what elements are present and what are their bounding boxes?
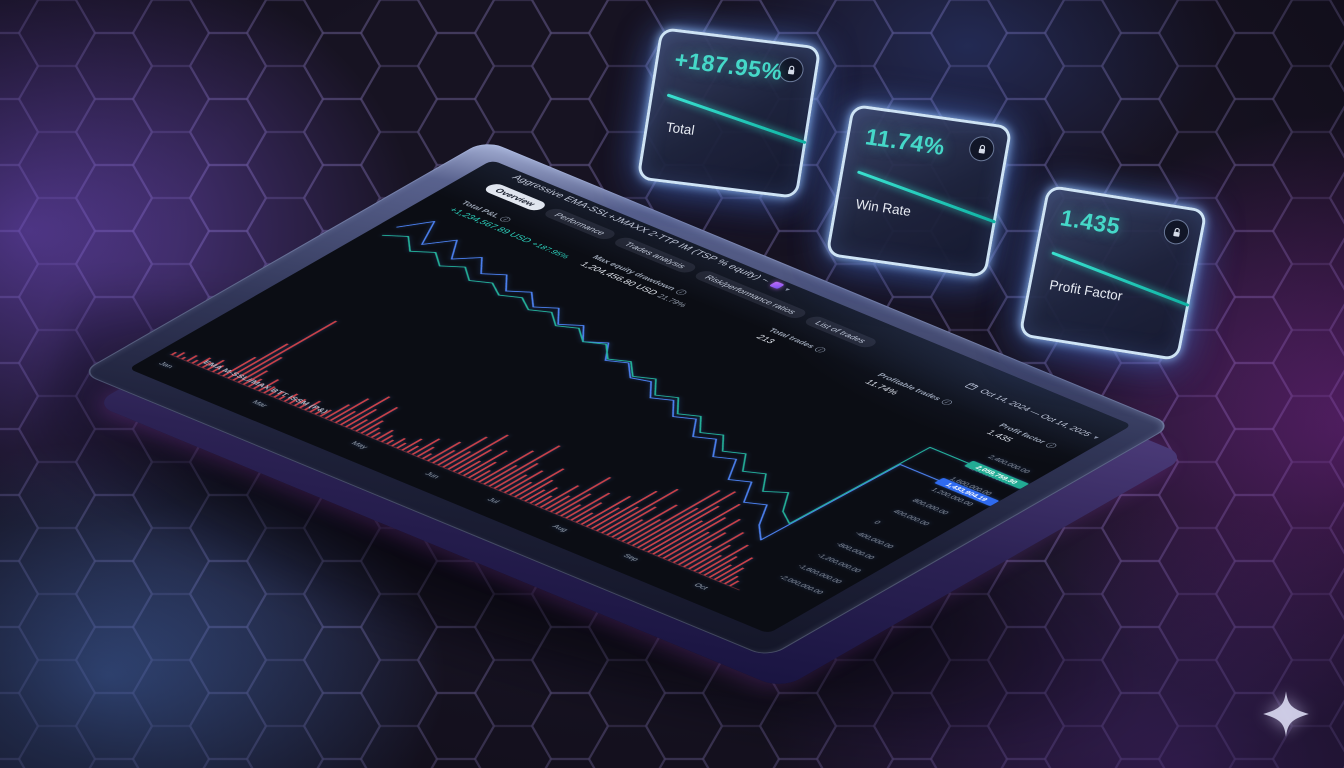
stat-card-win-rate: 11.74% Win Rate (825, 103, 1013, 279)
x-axis-label: Jul (485, 496, 502, 504)
y-axis-label: -2,000,000.00 (777, 574, 825, 595)
tablet-device: Aggressive EMA-SSL+JMAXX 2-TTP IM (TSP %… (79, 139, 1188, 690)
lock-icon (978, 144, 985, 154)
y-axis-label: 0 (872, 520, 883, 525)
y-axis-label: -1,200,000.00 (815, 553, 863, 574)
y-axis-label: -800,000.00 (834, 542, 877, 561)
equity-chart[interactable]: 2,400,000.002,000,000.001,600,000.001,20… (128, 160, 1132, 634)
y-axis-label: 400,000.00 (891, 509, 931, 527)
y-axis-label: 800,000.00 (910, 498, 950, 516)
x-axis-label: Jun (423, 470, 442, 479)
x-axis-label: Sep (621, 553, 641, 563)
drawdown-bars (169, 320, 754, 591)
x-axis-label: May (349, 440, 370, 450)
lock-button[interactable] (967, 134, 997, 163)
x-axis-label: Aug (550, 523, 570, 533)
card-underline-decoration (856, 170, 997, 224)
card-value: 11.74% (863, 123, 948, 160)
buy-hold-equity-line (381, 234, 970, 524)
x-axis-label: Oct (692, 582, 711, 591)
y-axis-label: -400,000.00 (853, 531, 896, 550)
dashboard-screen: Aggressive EMA-SSL+JMAXX 2-TTP IM (TSP %… (128, 160, 1132, 634)
sparkle-logo (1263, 691, 1309, 737)
card-value: 1.435 (1058, 204, 1123, 240)
card-label: Total (664, 119, 696, 138)
y-axis-label: -1,600,000.00 (796, 563, 844, 584)
card-label: Profit Factor (1048, 277, 1124, 304)
stat-card-profit-factor: 1.435 Profit Factor (1018, 184, 1208, 362)
card-label: Win Rate (854, 196, 913, 219)
lock-button[interactable] (1161, 217, 1192, 247)
drawdown-baseline (169, 354, 740, 591)
x-axis-label: Mar (250, 399, 270, 409)
lock-icon (1172, 227, 1180, 237)
equity-line (396, 221, 940, 541)
lock-icon (787, 65, 794, 74)
lock-button[interactable] (776, 55, 806, 84)
x-axis-label: Jan (157, 360, 176, 369)
date-range-picker[interactable]: Oct 14, 2024 — Oct 14, 2025 ▾ (901, 356, 1102, 441)
stat-card-total: +187.95% Total (636, 27, 822, 199)
card-value: +187.95% (672, 46, 785, 86)
calendar-icon (965, 383, 979, 390)
